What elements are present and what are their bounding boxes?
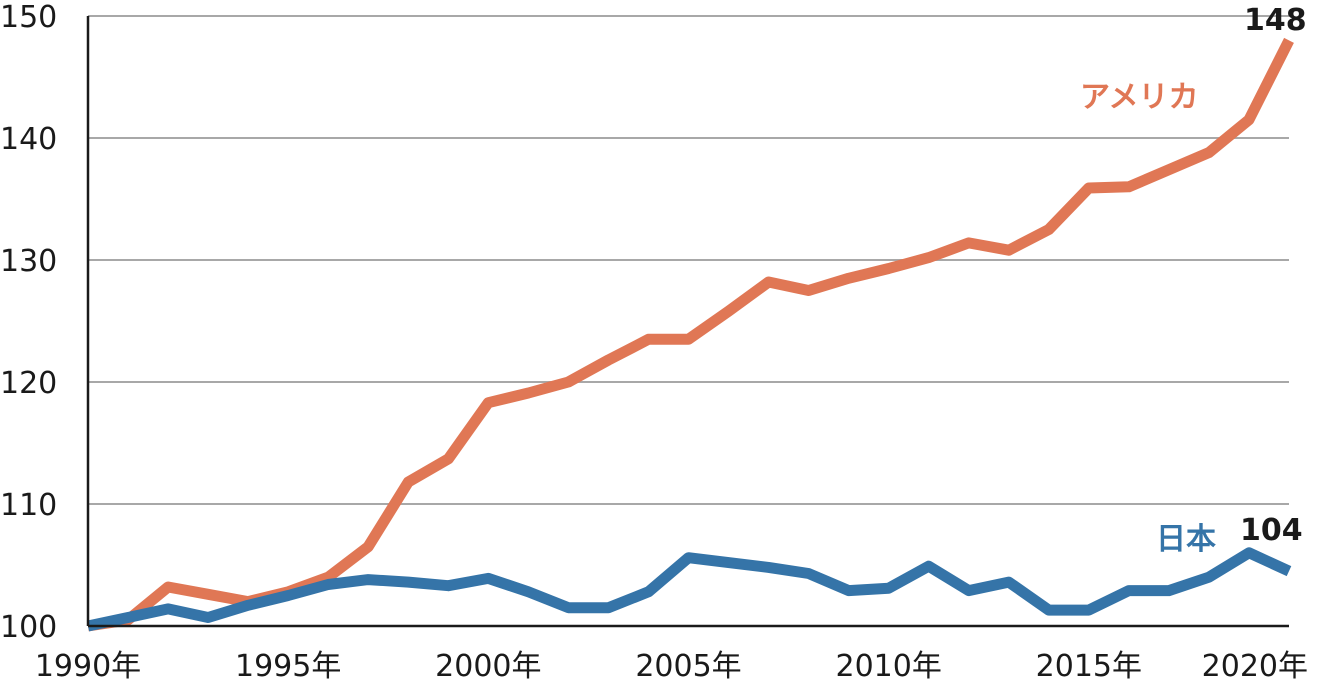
grid-lines [88, 15, 1289, 505]
y-tick-label: 150 [0, 0, 57, 35]
series-line-usa [87, 37, 1294, 632]
end-value-label-japan: 104 [1240, 513, 1303, 548]
x-tick-label: 2005年 [635, 649, 741, 684]
y-tick-label: 110 [0, 488, 57, 523]
x-tick-label: 2000年 [435, 649, 541, 684]
x-tick-label: 1995年 [235, 649, 341, 684]
x-tick-label: 2020年 [1202, 649, 1308, 684]
end-value-label-usa: 148 [1244, 3, 1307, 38]
y-tick-label: 100 [0, 610, 57, 645]
x-tick-label: 2015年 [1036, 649, 1142, 684]
y-tick-label: 130 [0, 244, 57, 279]
x-tick-label: 2010年 [835, 649, 941, 684]
y-axis-ticks: 100 110 120 130 140 150 [0, 0, 57, 645]
series-lines [86, 37, 1294, 632]
y-tick-label: 140 [0, 122, 57, 157]
series-label-japan: 日本 [1156, 522, 1216, 557]
x-tick-label: 1990年 [35, 649, 141, 684]
series-label-usa: アメリカ [1080, 80, 1199, 115]
x-axis-ticks: 1990年 1995年 2000年 2005年 2010年 2015年 2020年 [35, 649, 1308, 684]
y-tick-label: 120 [0, 366, 57, 401]
series-line-japan [86, 547, 1292, 632]
